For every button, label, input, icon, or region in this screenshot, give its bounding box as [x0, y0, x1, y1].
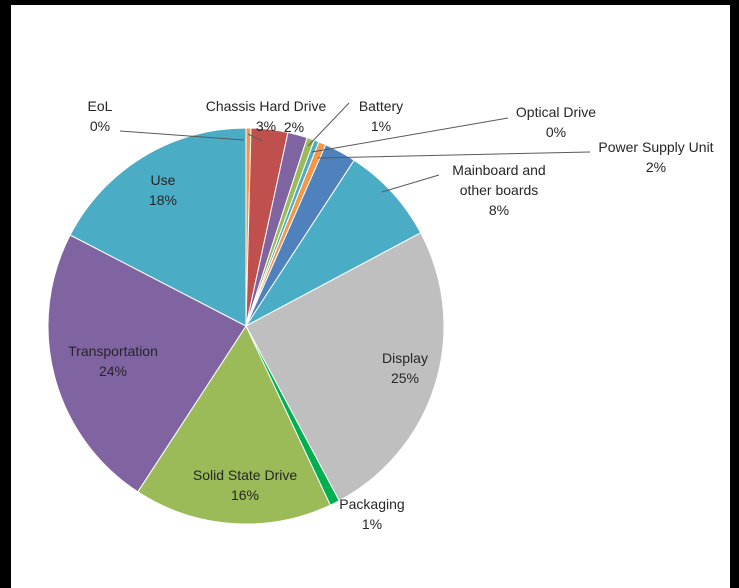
slice-label: Power Supply Unit: [598, 139, 713, 155]
slice-label: other boards: [460, 182, 539, 198]
pie-slice-mainboard-and-other-boards: [245, 159, 422, 327]
slice-value-label: 24%: [99, 363, 127, 379]
leader-line: [307, 102, 350, 147]
slice-value-label: 16%: [231, 487, 259, 503]
pie-slice-use: [69, 127, 247, 327]
slice-value-label: 2%: [284, 119, 304, 135]
slice-value-label: 0%: [90, 118, 110, 134]
slice-value-label: 3%: [256, 118, 276, 134]
slice-value-label: 1%: [371, 118, 391, 134]
leader-line: [317, 151, 591, 159]
slice-value-label: 2%: [646, 159, 666, 175]
slice-label: EoL: [88, 98, 113, 114]
slice-label: Optical Drive: [516, 104, 596, 120]
slice-value-label: 8%: [489, 202, 509, 218]
slice-label: Display: [382, 350, 428, 366]
slice-label: Packaging: [339, 496, 404, 512]
pie-slice-solid-state-drive: [137, 324, 331, 525]
slice-value-label: 1%: [362, 516, 382, 532]
slice-label: Transportation: [68, 343, 158, 359]
slice-value-label: 18%: [149, 192, 177, 208]
slice-label: Battery: [359, 98, 403, 114]
slice-label: Chassis Hard Drive: [206, 98, 327, 114]
slice-label: Solid State Drive: [193, 467, 297, 483]
leader-line: [247, 133, 263, 142]
pie-slice-display: [245, 232, 445, 502]
slice-value-label: 25%: [391, 370, 419, 386]
leader-line: [311, 117, 509, 153]
slice-label: Use: [151, 172, 176, 188]
slice-label: Mainboard and: [452, 162, 545, 178]
leader-line: [119, 130, 245, 141]
slice-value-label: 0%: [546, 124, 566, 140]
pie-slice-transportation: [47, 234, 247, 493]
leader-line: [381, 174, 440, 193]
